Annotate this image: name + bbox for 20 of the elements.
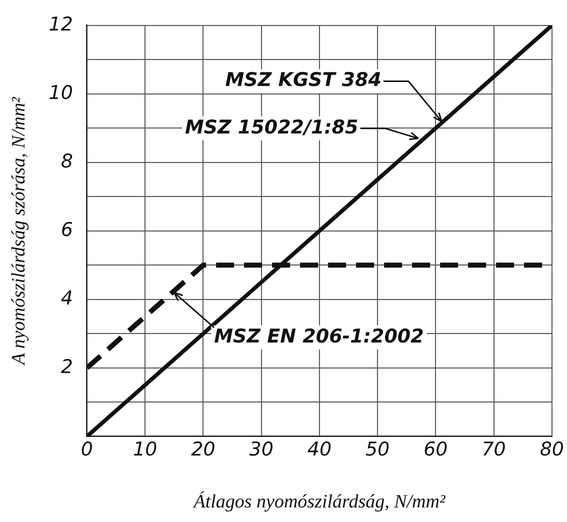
y-tick-label: 2: [60, 356, 73, 378]
x-tick-label: 0: [80, 438, 94, 461]
x-tick-label: 50: [365, 438, 390, 461]
x-tick-label: 30: [249, 438, 274, 461]
y-tick-label: 6: [60, 218, 73, 241]
y-tick-label: 12: [48, 13, 73, 36]
y-axis-title: A nyomószilárdság szórása, N/mm²: [8, 96, 30, 367]
x-tick-label: 70: [482, 438, 506, 461]
annotation: MSZ 15022/1:85: [184, 116, 358, 138]
annotation: MSZ KGST 384: [225, 69, 382, 92]
x-tick-label: 20: [191, 438, 216, 461]
x-tick-label: 10: [133, 438, 158, 461]
x-tick-label: 80: [540, 438, 564, 461]
annotation: MSZ EN 206-1:2002: [214, 325, 424, 348]
y-tick-label: 4: [60, 287, 73, 310]
x-tick-label: 40: [307, 438, 332, 461]
y-tick-label: 8: [60, 150, 73, 172]
y-tick-label: 10: [48, 82, 73, 104]
x-axis-title: Átlagos nyomószilárdság, N/mm²: [192, 490, 446, 513]
x-tick-label: 60: [424, 438, 448, 461]
